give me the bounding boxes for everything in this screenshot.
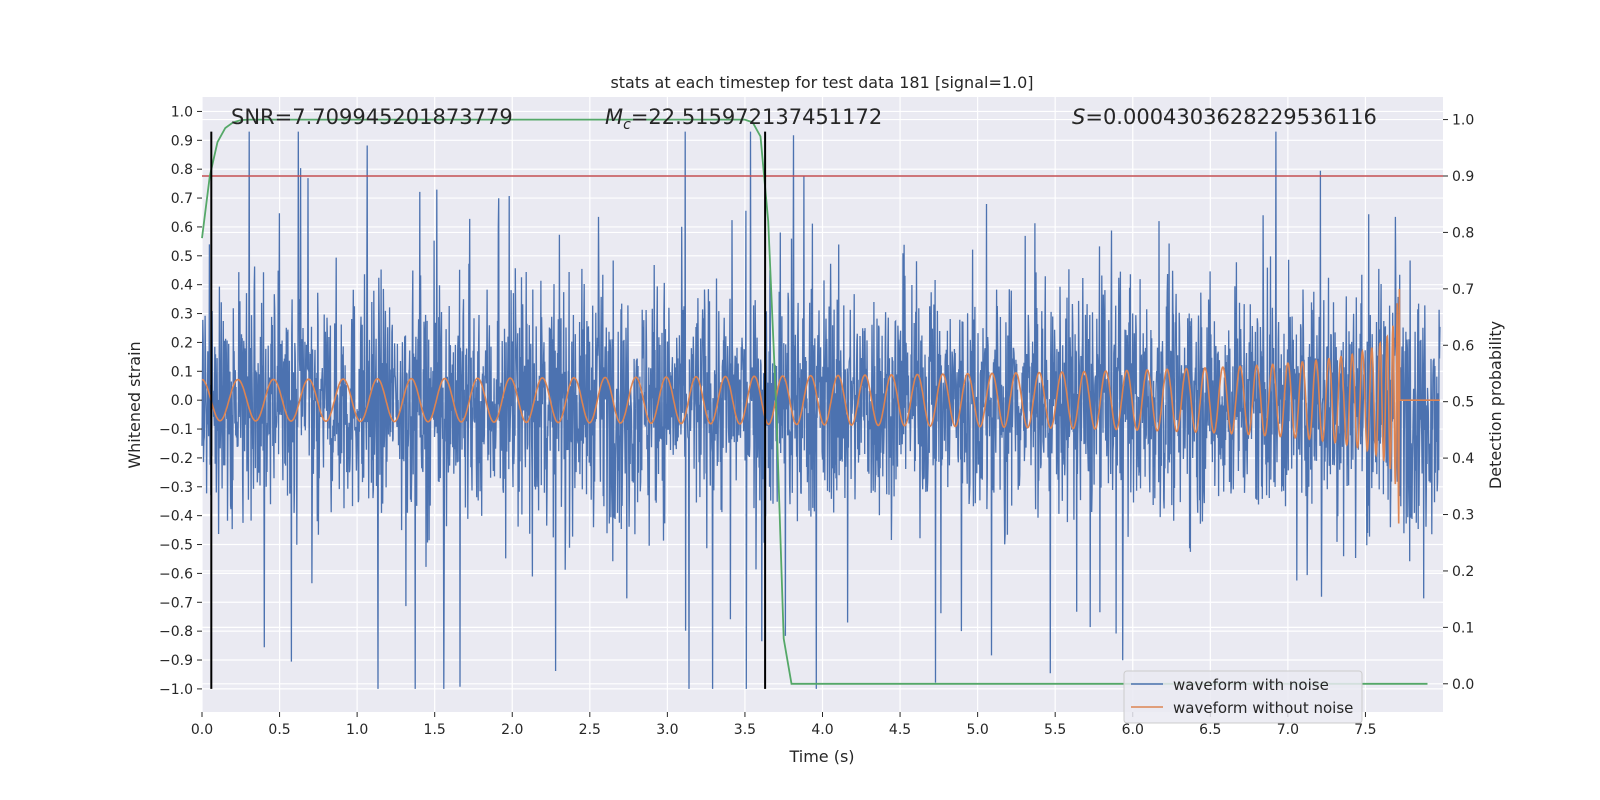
y-tick-label-right: 0.7 [1452, 282, 1474, 298]
y-tick-label-left: 1.0 [171, 104, 193, 120]
y-tick-label-left: −0.6 [159, 566, 193, 582]
y-tick-label-right: 0.6 [1452, 338, 1474, 354]
x-tick-label: 5.5 [1044, 722, 1066, 738]
y-tick-label-left: −0.3 [159, 480, 193, 496]
legend-label-clean: waveform without noise [1173, 699, 1353, 717]
series-layer [201, 118, 1443, 689]
y-tick-label-right: 0.4 [1452, 451, 1474, 467]
y-tick-label-left: 0.2 [171, 335, 193, 351]
y-tick-label-left: 0.3 [171, 307, 193, 323]
y-tick-label-left: −0.7 [159, 595, 193, 611]
y-tick-label-left: −0.9 [159, 653, 193, 669]
y-tick-label-right: 0.1 [1452, 620, 1474, 636]
axes: 0.0 0.5 1.0 1.5 2.0 2.5 3.0 3.5 4.0 4.5 5.0 5.5 6.0 6… [159, 104, 1474, 738]
y-tick-label-left: 0.5 [171, 249, 193, 265]
chart-title: stats at each timestep for test data 181… [610, 73, 1033, 92]
y-tick-label-left: −0.8 [159, 624, 193, 640]
x-tick-label: 5.0 [966, 722, 988, 738]
x-tick-label: 0.0 [191, 722, 213, 738]
y-axis-label-left: Whitened strain [125, 341, 144, 468]
legend-label-noise: waveform with noise [1173, 676, 1329, 694]
y-tick-label-left: −0.2 [159, 451, 193, 467]
y-tick-label-right: 0.8 [1452, 225, 1474, 241]
x-tick-label: 4.0 [811, 722, 833, 738]
x-tick-label: 6.5 [1199, 722, 1221, 738]
y-tick-label-right: 0.2 [1452, 564, 1474, 580]
legend: waveform with noise waveform without noi… [1123, 670, 1363, 724]
y-tick-label-left: 0.0 [171, 393, 193, 409]
y-tick-label-left: 0.7 [171, 191, 193, 207]
s-annotation: S=0.0004303628229536116 [1072, 105, 1377, 129]
mc-annotation: Mc=22.515972137451172 [605, 105, 882, 133]
series-detection-probability [201, 118, 1428, 685]
x-axis-label: Time (s) [788, 747, 854, 766]
x-tick-label: 1.0 [346, 722, 368, 738]
x-tick-label: 2.0 [501, 722, 523, 738]
y-axis-label-right: Detection probability [1486, 321, 1505, 489]
y-tick-label-right: 0.5 [1452, 395, 1474, 411]
x-tick-label: 6.0 [1122, 722, 1144, 738]
y-tick-label-right: 0.9 [1452, 169, 1474, 185]
x-tick-label: 7.5 [1354, 722, 1376, 738]
x-tick-label: 4.5 [889, 722, 911, 738]
legend-box [1123, 670, 1363, 724]
x-tick-label: 3.5 [734, 722, 756, 738]
y-tick-label-left: 0.8 [171, 162, 193, 178]
snr-annotation: SNR=7.709945201873779 [231, 105, 513, 129]
y-tick-label-left: −1.0 [159, 682, 193, 698]
y-tick-label-left: −0.5 [159, 538, 193, 554]
x-tick-label: 2.5 [579, 722, 601, 738]
y-tick-label-left: 0.6 [171, 220, 193, 236]
x-tick-label: 0.5 [268, 722, 290, 738]
y-tick-label-right: 1.0 [1452, 113, 1474, 129]
y-tick-label-right: 0.3 [1452, 508, 1474, 524]
y-tick-label-right: 0.0 [1452, 677, 1474, 693]
y-tick-label-left: −0.1 [159, 422, 193, 438]
x-tick-label: 1.5 [424, 722, 446, 738]
x-tick-label: 7.0 [1277, 722, 1299, 738]
series-waveform-without-noise [202, 288, 1440, 524]
y-tick-label-left: 0.4 [171, 278, 193, 294]
x-tick-label: 3.0 [656, 722, 678, 738]
y-tick-label-left: 0.9 [171, 133, 193, 149]
y-tick-label-left: 0.1 [171, 364, 193, 380]
y-tick-label-left: −0.4 [159, 509, 193, 525]
